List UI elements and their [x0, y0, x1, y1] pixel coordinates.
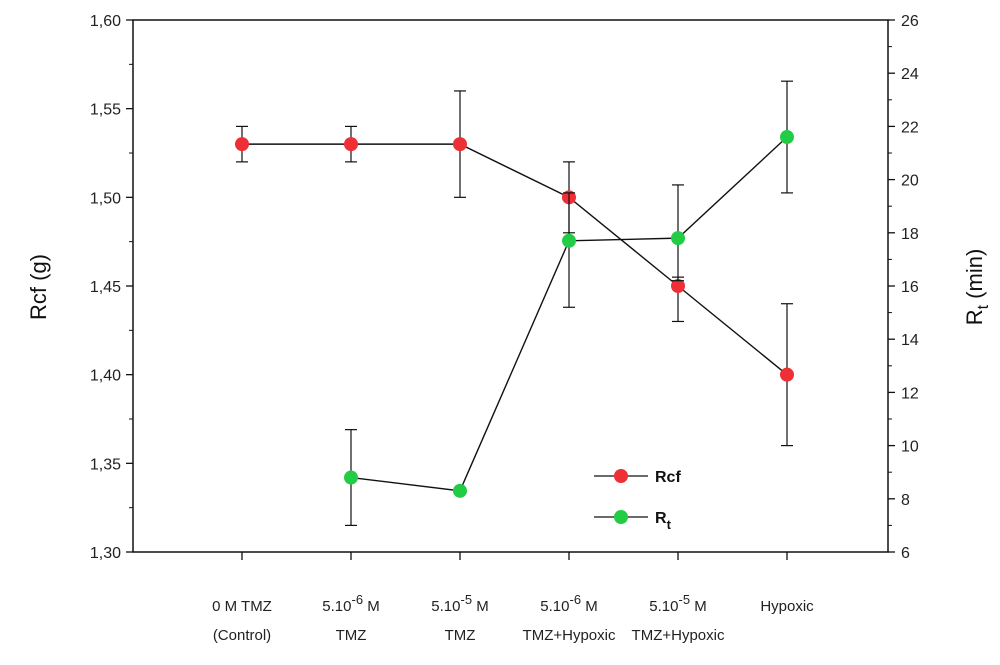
- right-axis-ticks: 6 8 10 12 14 16 18 20 22 24 26: [888, 13, 919, 562]
- series-rt: [344, 80, 794, 527]
- category-label-line2: TMZ+Hypoxic: [523, 627, 616, 644]
- data-point-rcf: [780, 367, 794, 382]
- left-tick-label: 1,35: [90, 456, 121, 473]
- data-point-rcf: [344, 137, 358, 152]
- category-label-line2: TMZ: [445, 627, 476, 644]
- right-tick-label: 12: [901, 385, 919, 402]
- right-tick-label: 22: [901, 119, 919, 136]
- data-point-rt: [671, 231, 685, 246]
- data-point-rt: [562, 233, 576, 248]
- legend: Rcf Rt: [594, 469, 681, 532]
- series-line-rcf: [242, 143, 788, 376]
- plot-border: [132, 19, 889, 553]
- legend-label-rt: Rt: [655, 510, 672, 532]
- left-axis-title: Rcf (g): [26, 254, 51, 320]
- plot-frame: [132, 19, 889, 553]
- category-ticks: 0 M TMZ (Control) 5.10-6 M TMZ 5.10-5 M TMZ 5.…: [212, 552, 814, 644]
- category-label-line1: 5.10-5 M: [431, 592, 488, 615]
- data-point-rt: [344, 470, 358, 485]
- left-tick-label: 1,50: [90, 190, 121, 207]
- left-tick-label: 1,30: [90, 545, 121, 562]
- right-tick-label: 8: [901, 492, 910, 509]
- category-label-line1: 0 M TMZ: [212, 598, 272, 615]
- category-label-line1: 5.10-6 M: [322, 592, 379, 615]
- legend-marker-rcf: [614, 469, 628, 483]
- data-point-rt: [453, 483, 467, 498]
- right-tick-label: 6: [901, 545, 910, 562]
- category-label-line2: TMZ+Hypoxic: [632, 627, 725, 644]
- left-tick-label: 1,45: [90, 279, 121, 296]
- right-tick-label: 26: [901, 13, 919, 30]
- data-point-rcf: [235, 137, 249, 152]
- right-tick-label: 14: [901, 332, 919, 349]
- data-point-rt: [780, 130, 794, 145]
- category-label-line1: 5.10-5 M: [649, 592, 706, 615]
- left-tick-label: 1,60: [90, 13, 121, 30]
- right-tick-label: 24: [901, 66, 919, 83]
- data-point-rcf: [671, 279, 685, 293]
- right-tick-label: 16: [901, 279, 919, 296]
- legend-marker-rt: [614, 510, 628, 524]
- right-tick-label: 10: [901, 439, 919, 456]
- category-label-line1: 5.10-6 M: [540, 592, 597, 615]
- left-tick-label: 1,55: [90, 102, 121, 119]
- series-rcf: [235, 90, 794, 447]
- right-axis-title: Rt (min): [962, 249, 992, 326]
- left-tick-label: 1,40: [90, 368, 121, 385]
- category-label-line2: TMZ: [336, 627, 367, 644]
- right-tick-label: 18: [901, 226, 919, 243]
- right-tick-label: 20: [901, 173, 919, 190]
- series-layer: [235, 80, 794, 527]
- data-point-rcf: [453, 137, 467, 152]
- category-label-line2: (Control): [213, 627, 271, 644]
- category-label-line1: Hypoxic: [760, 598, 814, 615]
- left-axis-ticks: 1,30 1,35 1,40 1,45 1,50 1,55 1,60: [90, 13, 133, 562]
- legend-label-rcf: Rcf: [655, 469, 681, 486]
